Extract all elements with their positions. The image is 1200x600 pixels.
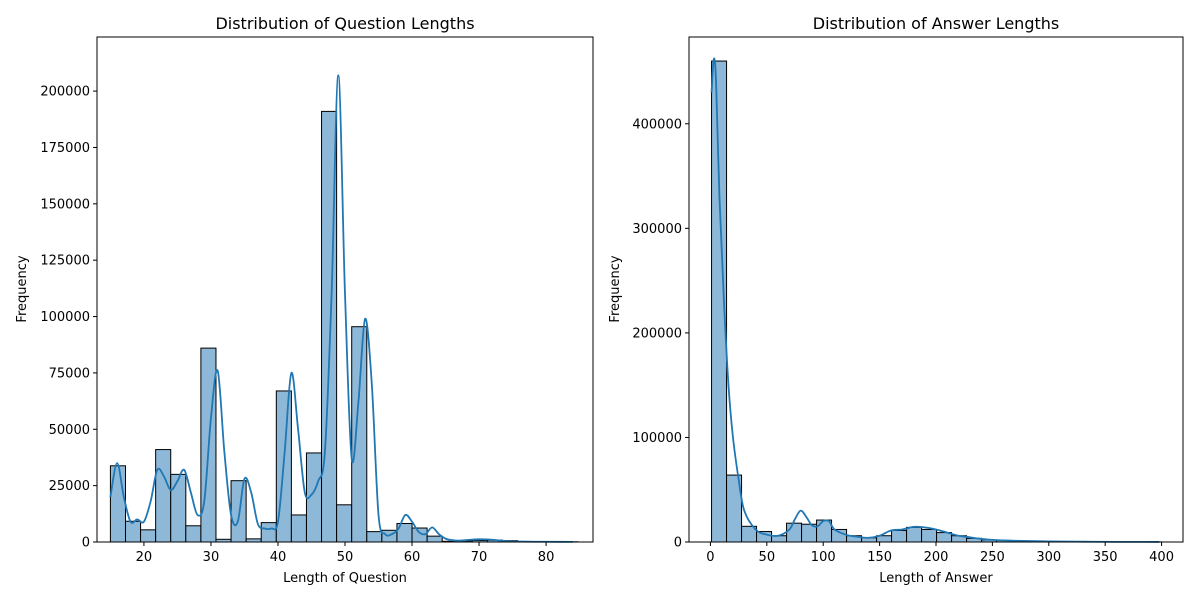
histogram-bar — [921, 528, 938, 543]
y-tick-label: 0 — [674, 536, 682, 551]
y-tick-label: 0 — [82, 536, 90, 551]
y-axis-label: Frequency — [15, 255, 30, 322]
chart-title: Distribution of Answer Lengths — [813, 14, 1059, 33]
kde-curve — [710, 57, 1160, 543]
histogram-bar — [290, 514, 307, 543]
x-tick-label: 50 — [759, 550, 776, 565]
histogram-bar — [366, 531, 383, 543]
histogram-bar — [185, 525, 202, 543]
histogram-bar — [140, 529, 157, 543]
histogram-bar — [351, 326, 368, 543]
y-tick-label: 300000 — [632, 222, 682, 237]
histogram-bars — [109, 110, 579, 543]
y-axis-label: Frequency — [608, 255, 623, 322]
x-tick-label: 0 — [706, 550, 714, 565]
histogram-bar — [426, 535, 443, 543]
kde-line — [710, 57, 1160, 543]
histogram-bars — [711, 60, 1163, 543]
histogram-bar — [816, 519, 833, 543]
axis-ticks: 0 50 100 150 200 250 300 350 400 0 100000 200000 300… — [632, 117, 1174, 565]
histogram-bar — [906, 526, 923, 543]
x-tick-label: 20 — [136, 550, 153, 565]
x-tick-label: 200 — [924, 550, 949, 565]
y-tick-label: 400000 — [632, 117, 682, 132]
x-tick-label: 50 — [337, 550, 354, 565]
histogram-bar — [155, 449, 172, 543]
y-tick-label: 175000 — [40, 141, 90, 156]
histogram-bar — [260, 522, 277, 543]
y-tick-label: 100000 — [632, 431, 682, 446]
y-tick-label: 150000 — [40, 197, 90, 212]
x-tick-label: 400 — [1149, 550, 1174, 565]
x-tick-label: 250 — [980, 550, 1005, 565]
histogram-bar — [170, 473, 187, 543]
x-tick-label: 350 — [1093, 550, 1118, 565]
histogram-bar — [891, 529, 908, 543]
y-tick-label: 125000 — [40, 254, 90, 269]
x-tick-label: 300 — [1036, 550, 1061, 565]
x-axis-label: Length of Question — [283, 571, 407, 586]
histogram-bar — [230, 480, 247, 543]
x-tick-label: 70 — [471, 550, 488, 565]
x-tick-label: 60 — [404, 550, 421, 565]
y-tick-label: 75000 — [49, 366, 90, 381]
y-tick-label: 50000 — [49, 423, 90, 438]
histogram-bar — [786, 522, 803, 543]
kde-line — [109, 74, 573, 543]
kde-curve — [109, 74, 573, 543]
answer-lengths-plot: Distribution of Answer Lengths Length of… — [608, 14, 1184, 586]
x-tick-label: 80 — [538, 550, 555, 565]
axes-frame — [96, 36, 594, 543]
chart-title: Distribution of Question Lengths — [215, 14, 474, 33]
x-tick-label: 30 — [203, 550, 220, 565]
x-tick-label: 40 — [270, 550, 287, 565]
y-tick-label: 200000 — [632, 326, 682, 341]
x-tick-label: 150 — [867, 550, 892, 565]
axis-ticks: 20 30 40 50 60 70 80 0 25000 50000 75000 100000 1250… — [40, 85, 554, 565]
x-axis-label: Length of Answer — [879, 571, 993, 586]
axes-frame — [688, 36, 1184, 543]
y-tick-label: 200000 — [40, 85, 90, 100]
x-tick-label: 100 — [811, 550, 836, 565]
question-lengths-plot: Distribution of Question Lengths Length … — [15, 14, 594, 586]
histogram-bar — [124, 520, 142, 543]
y-tick-label: 100000 — [40, 310, 90, 325]
histogram-bar — [336, 504, 353, 543]
y-tick-label: 25000 — [49, 479, 90, 494]
